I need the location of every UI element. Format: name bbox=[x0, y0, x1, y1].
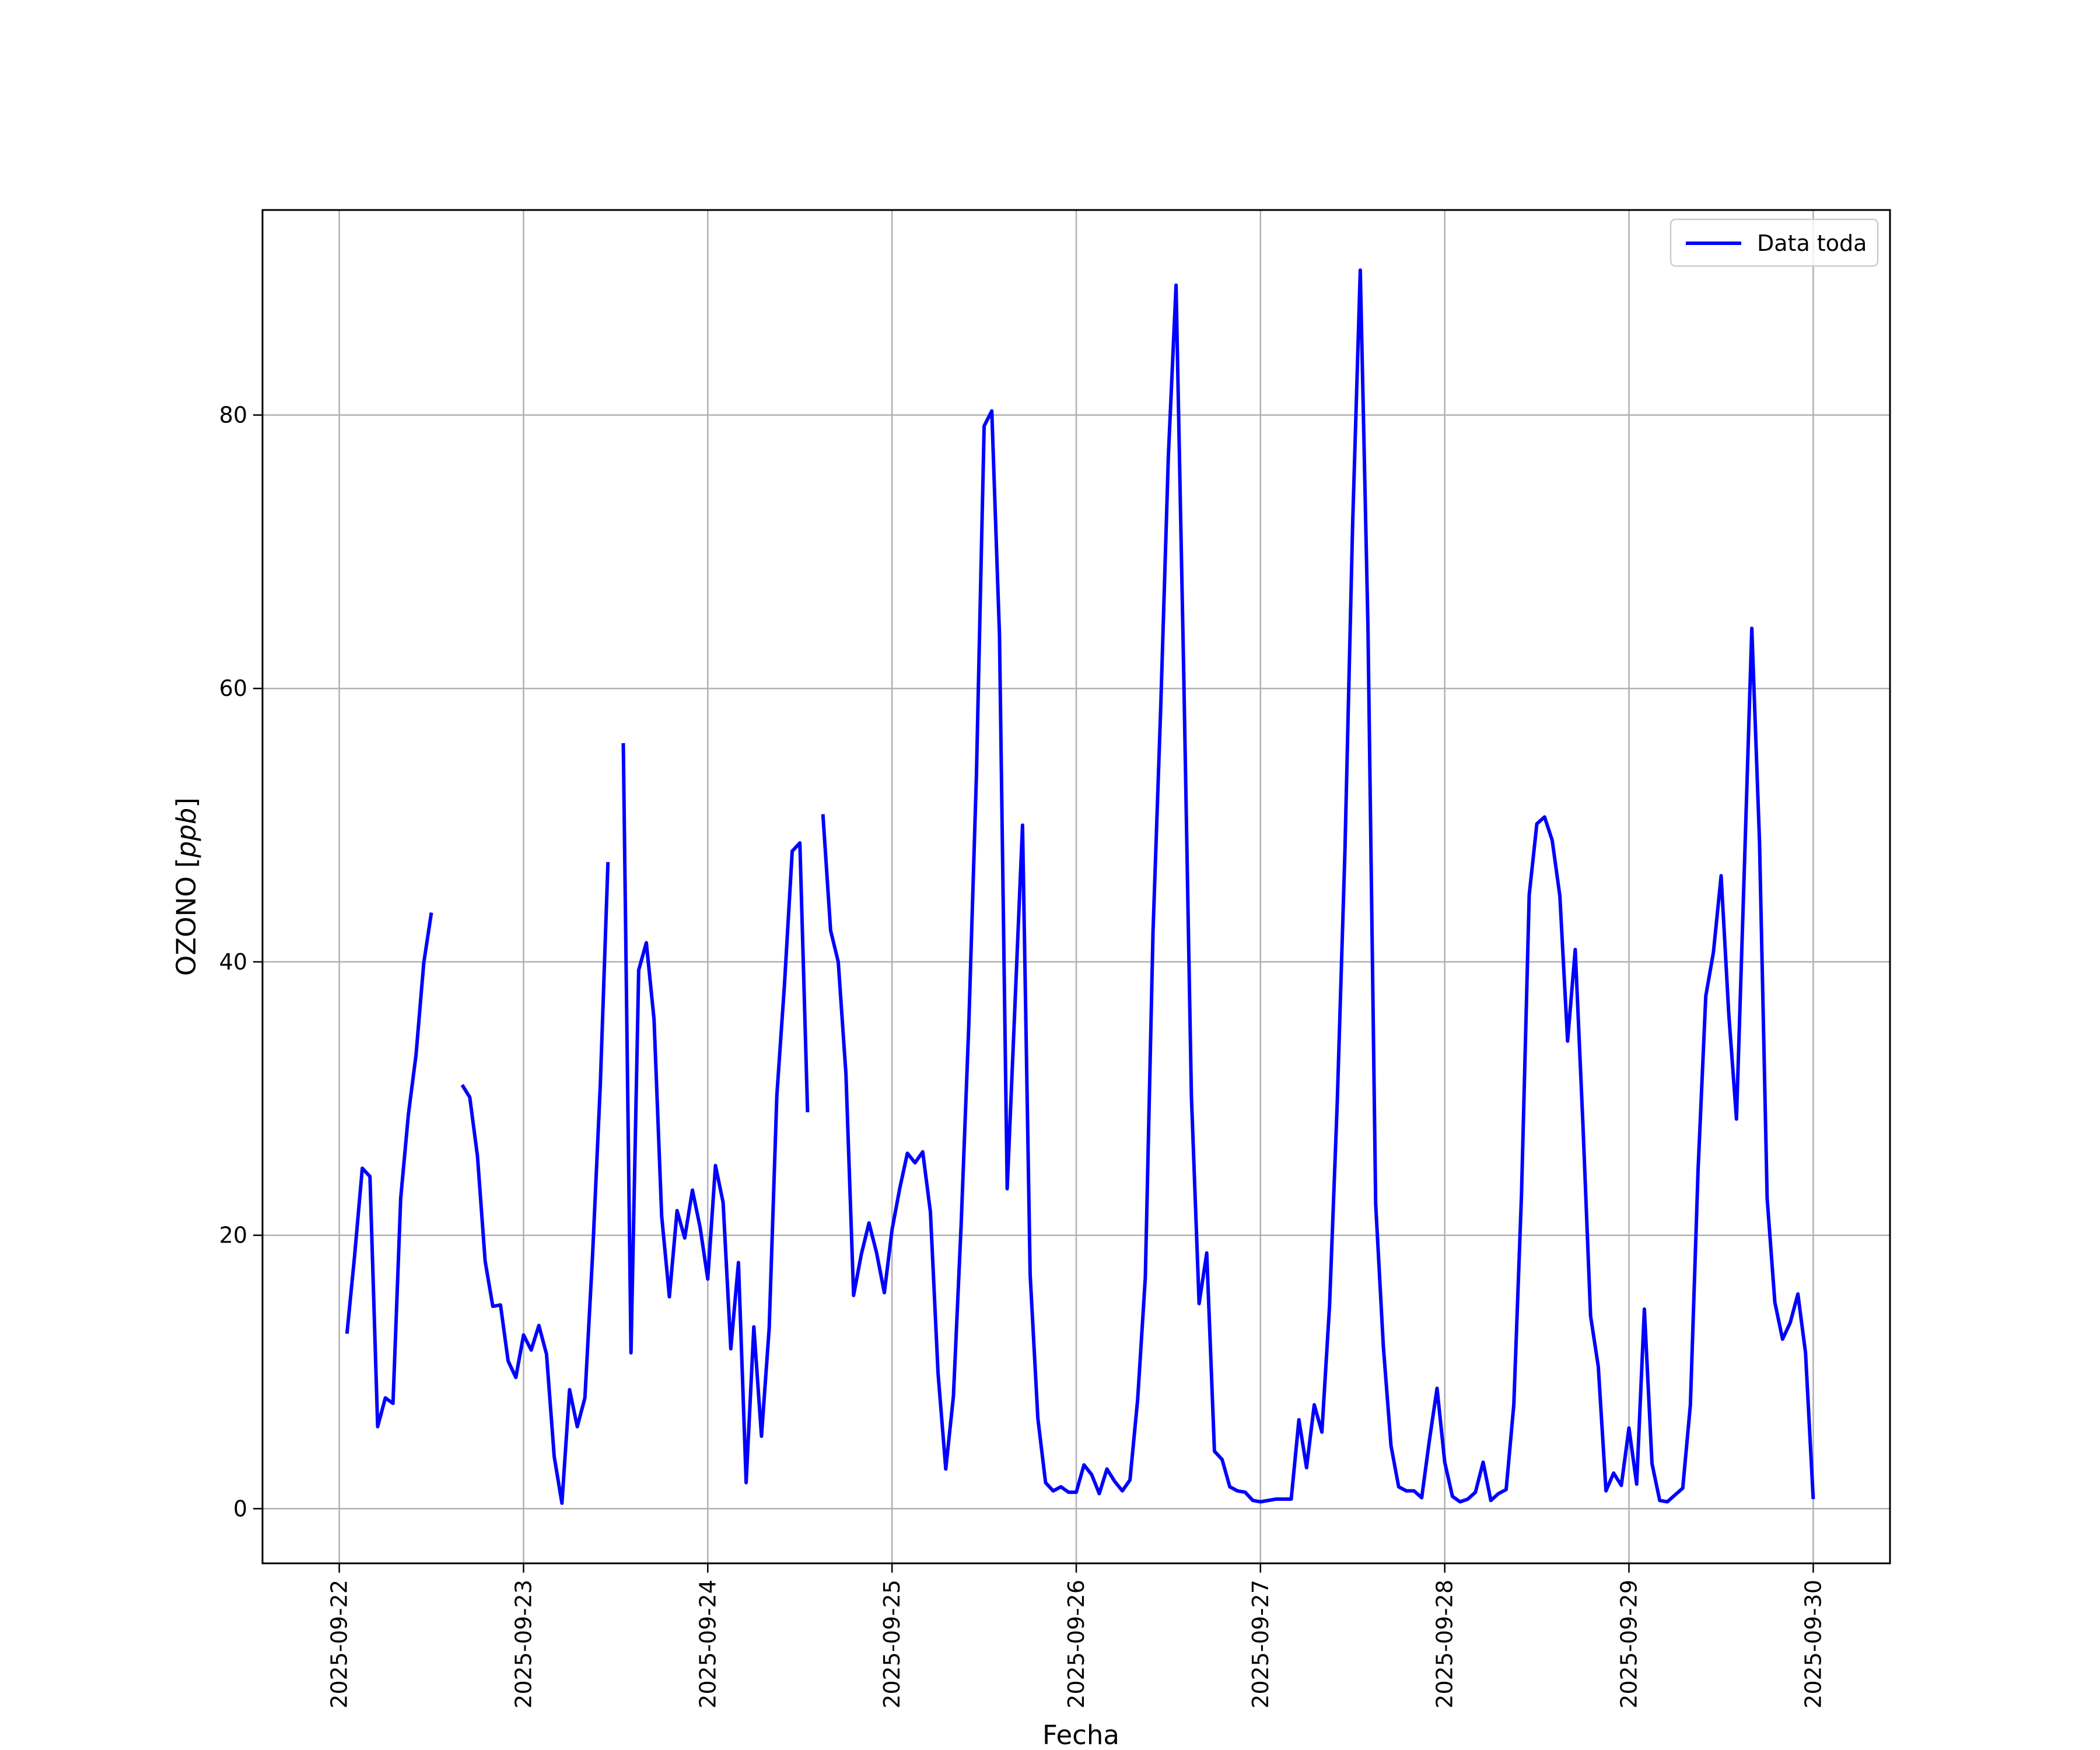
y-axis-title-text: OZONO bbox=[171, 868, 202, 976]
grid bbox=[262, 210, 1890, 1563]
legend: Data toda bbox=[1670, 218, 1879, 267]
x-tick-label: 2025-09-30 bbox=[1800, 1580, 1826, 1709]
y-axis-unit-close: ] bbox=[171, 797, 202, 808]
x-tick-label: 2025-09-29 bbox=[1616, 1580, 1642, 1709]
series-line-segment bbox=[460, 862, 610, 1505]
plot-frame bbox=[261, 209, 1891, 1564]
legend-box bbox=[1670, 218, 1879, 267]
axis-ticks: 2025-09-22 2025-09-23 2025-09-24 2025-09-25… bbox=[219, 402, 1826, 1709]
series-line-segment bbox=[345, 912, 433, 1429]
series-data-toda bbox=[345, 268, 1815, 1505]
series-area bbox=[345, 268, 1815, 1505]
series-line-segment bbox=[821, 268, 1815, 1504]
x-tick-label: 2025-09-22 bbox=[327, 1580, 352, 1709]
y-axis-unit: ppb bbox=[171, 808, 202, 859]
y-tick-label: 60 bbox=[219, 676, 247, 701]
x-axis-title: Fecha bbox=[1042, 1720, 1119, 1750]
y-tick-label: 0 bbox=[233, 1496, 247, 1521]
series-line-segment bbox=[621, 743, 810, 1485]
x-tick-label: 2025-09-25 bbox=[879, 1580, 905, 1709]
x-tick-label: 2025-09-23 bbox=[511, 1580, 537, 1709]
y-tick-label: 80 bbox=[219, 402, 247, 428]
y-axis-unit-open: [ bbox=[171, 858, 202, 868]
y-axis-title: OZONO [ppb] bbox=[171, 797, 202, 976]
x-tick-label: 2025-09-27 bbox=[1248, 1580, 1273, 1709]
y-tick-label: 20 bbox=[219, 1223, 247, 1248]
x-tick-label: 2025-09-28 bbox=[1432, 1580, 1458, 1709]
y-tick-label: 40 bbox=[219, 949, 247, 975]
legend-label-data-toda: Data toda bbox=[1757, 230, 1867, 256]
x-tick-label: 2025-09-26 bbox=[1063, 1580, 1089, 1709]
x-tick-label: 2025-09-24 bbox=[695, 1580, 720, 1709]
